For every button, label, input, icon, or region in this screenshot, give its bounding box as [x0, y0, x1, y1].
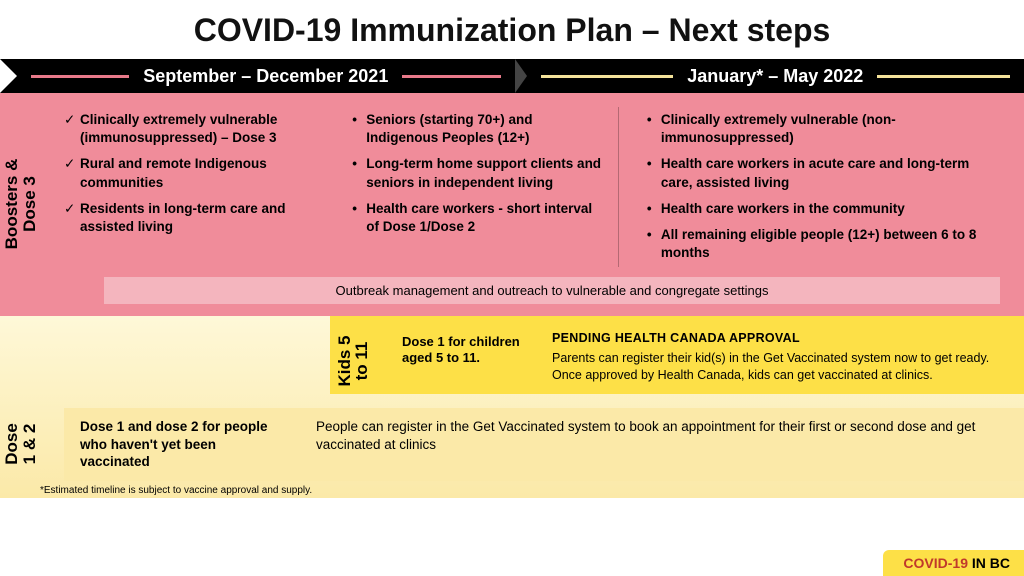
dose12-body: People can register in the Get Vaccinate…	[316, 418, 1000, 454]
dose12-label-line1: Dose	[2, 424, 21, 466]
list-item: Long-term home support clients and senio…	[350, 151, 604, 195]
boosters-label-line1: Boosters &	[2, 159, 21, 250]
kids-pending-body: Parents can register their kid(s) in the…	[552, 350, 1000, 384]
list-item: Residents in long-term care and assisted…	[64, 196, 330, 240]
row-boosters: Boosters & Dose 3 Clinically extremely v…	[0, 93, 1024, 316]
dose12-label-line2: 1 & 2	[20, 424, 39, 465]
boosters-col-2: Seniors (starting 70+) and Indigenous Pe…	[350, 107, 619, 267]
timeline-divider	[515, 59, 527, 93]
kids-pending-title: PENDING HEALTH CANADA APPROVAL	[552, 330, 1000, 347]
brand-badge: COVID-19 IN BC	[883, 550, 1024, 576]
list-item: Clinically extremely vulnerable (immunos…	[64, 107, 330, 151]
kids-label: Kids 5 to 11	[336, 332, 370, 390]
boosters-label-line2: Dose 3	[20, 176, 39, 232]
kids-desc: Dose 1 for children aged 5 to 11.	[402, 326, 532, 368]
timeline-arrow-left	[0, 59, 17, 93]
dose12-label: Dose 1 & 2	[3, 389, 39, 499]
footnote: *Estimated timeline is subject to vaccin…	[0, 481, 1024, 496]
timeline-bar: September – December 2021 January* – May…	[0, 59, 1024, 93]
dose12-lead: Dose 1 and dose 2 for people who haven't…	[80, 418, 280, 471]
list-item: Health care workers - short interval of …	[350, 196, 604, 240]
brand-inbc: IN BC	[968, 555, 1010, 571]
row-dose-wrap: Kids 5 to 11 Dose 1 for children aged 5 …	[0, 316, 1024, 498]
page-title: COVID-19 Immunization Plan – Next steps	[0, 0, 1024, 59]
row-kids: Kids 5 to 11 Dose 1 for children aged 5 …	[330, 316, 1024, 395]
outbreak-banner: Outbreak management and outreach to vuln…	[104, 277, 1000, 304]
brand-covid: COVID-19	[903, 555, 968, 571]
list-item: Health care workers in the community	[645, 196, 1000, 222]
list-item: All remaining eligible people (12+) betw…	[645, 222, 1000, 266]
list-item: Clinically extremely vulnerable (non-imm…	[645, 107, 1000, 151]
boosters-label: Boosters & Dose 3	[3, 149, 39, 259]
timeline-phase-2: January* – May 2022	[527, 66, 1024, 87]
row-dose12: Dose 1 & 2 Dose 1 and dose 2 for people …	[0, 408, 1024, 481]
timeline-phase-2-label: January* – May 2022	[687, 66, 863, 87]
list-item: Health care workers in acute care and lo…	[645, 151, 1000, 195]
kids-pending: PENDING HEALTH CANADA APPROVAL Parents c…	[552, 326, 1000, 385]
list-item: Seniors (starting 70+) and Indigenous Pe…	[350, 107, 604, 151]
boosters-columns: Clinically extremely vulnerable (immunos…	[64, 107, 1000, 267]
kids-label-line2: to 11	[352, 341, 371, 380]
boosters-col-3: Clinically extremely vulnerable (non-imm…	[639, 107, 1000, 267]
timeline-phase-1-label: September – December 2021	[143, 66, 388, 87]
dose12-content: Dose 1 and dose 2 for people who haven't…	[64, 408, 1024, 481]
list-item: Rural and remote Indigenous communities	[64, 151, 330, 195]
boosters-col-1: Clinically extremely vulnerable (immunos…	[64, 107, 330, 267]
timeline-phase-1: September – December 2021	[17, 66, 515, 87]
